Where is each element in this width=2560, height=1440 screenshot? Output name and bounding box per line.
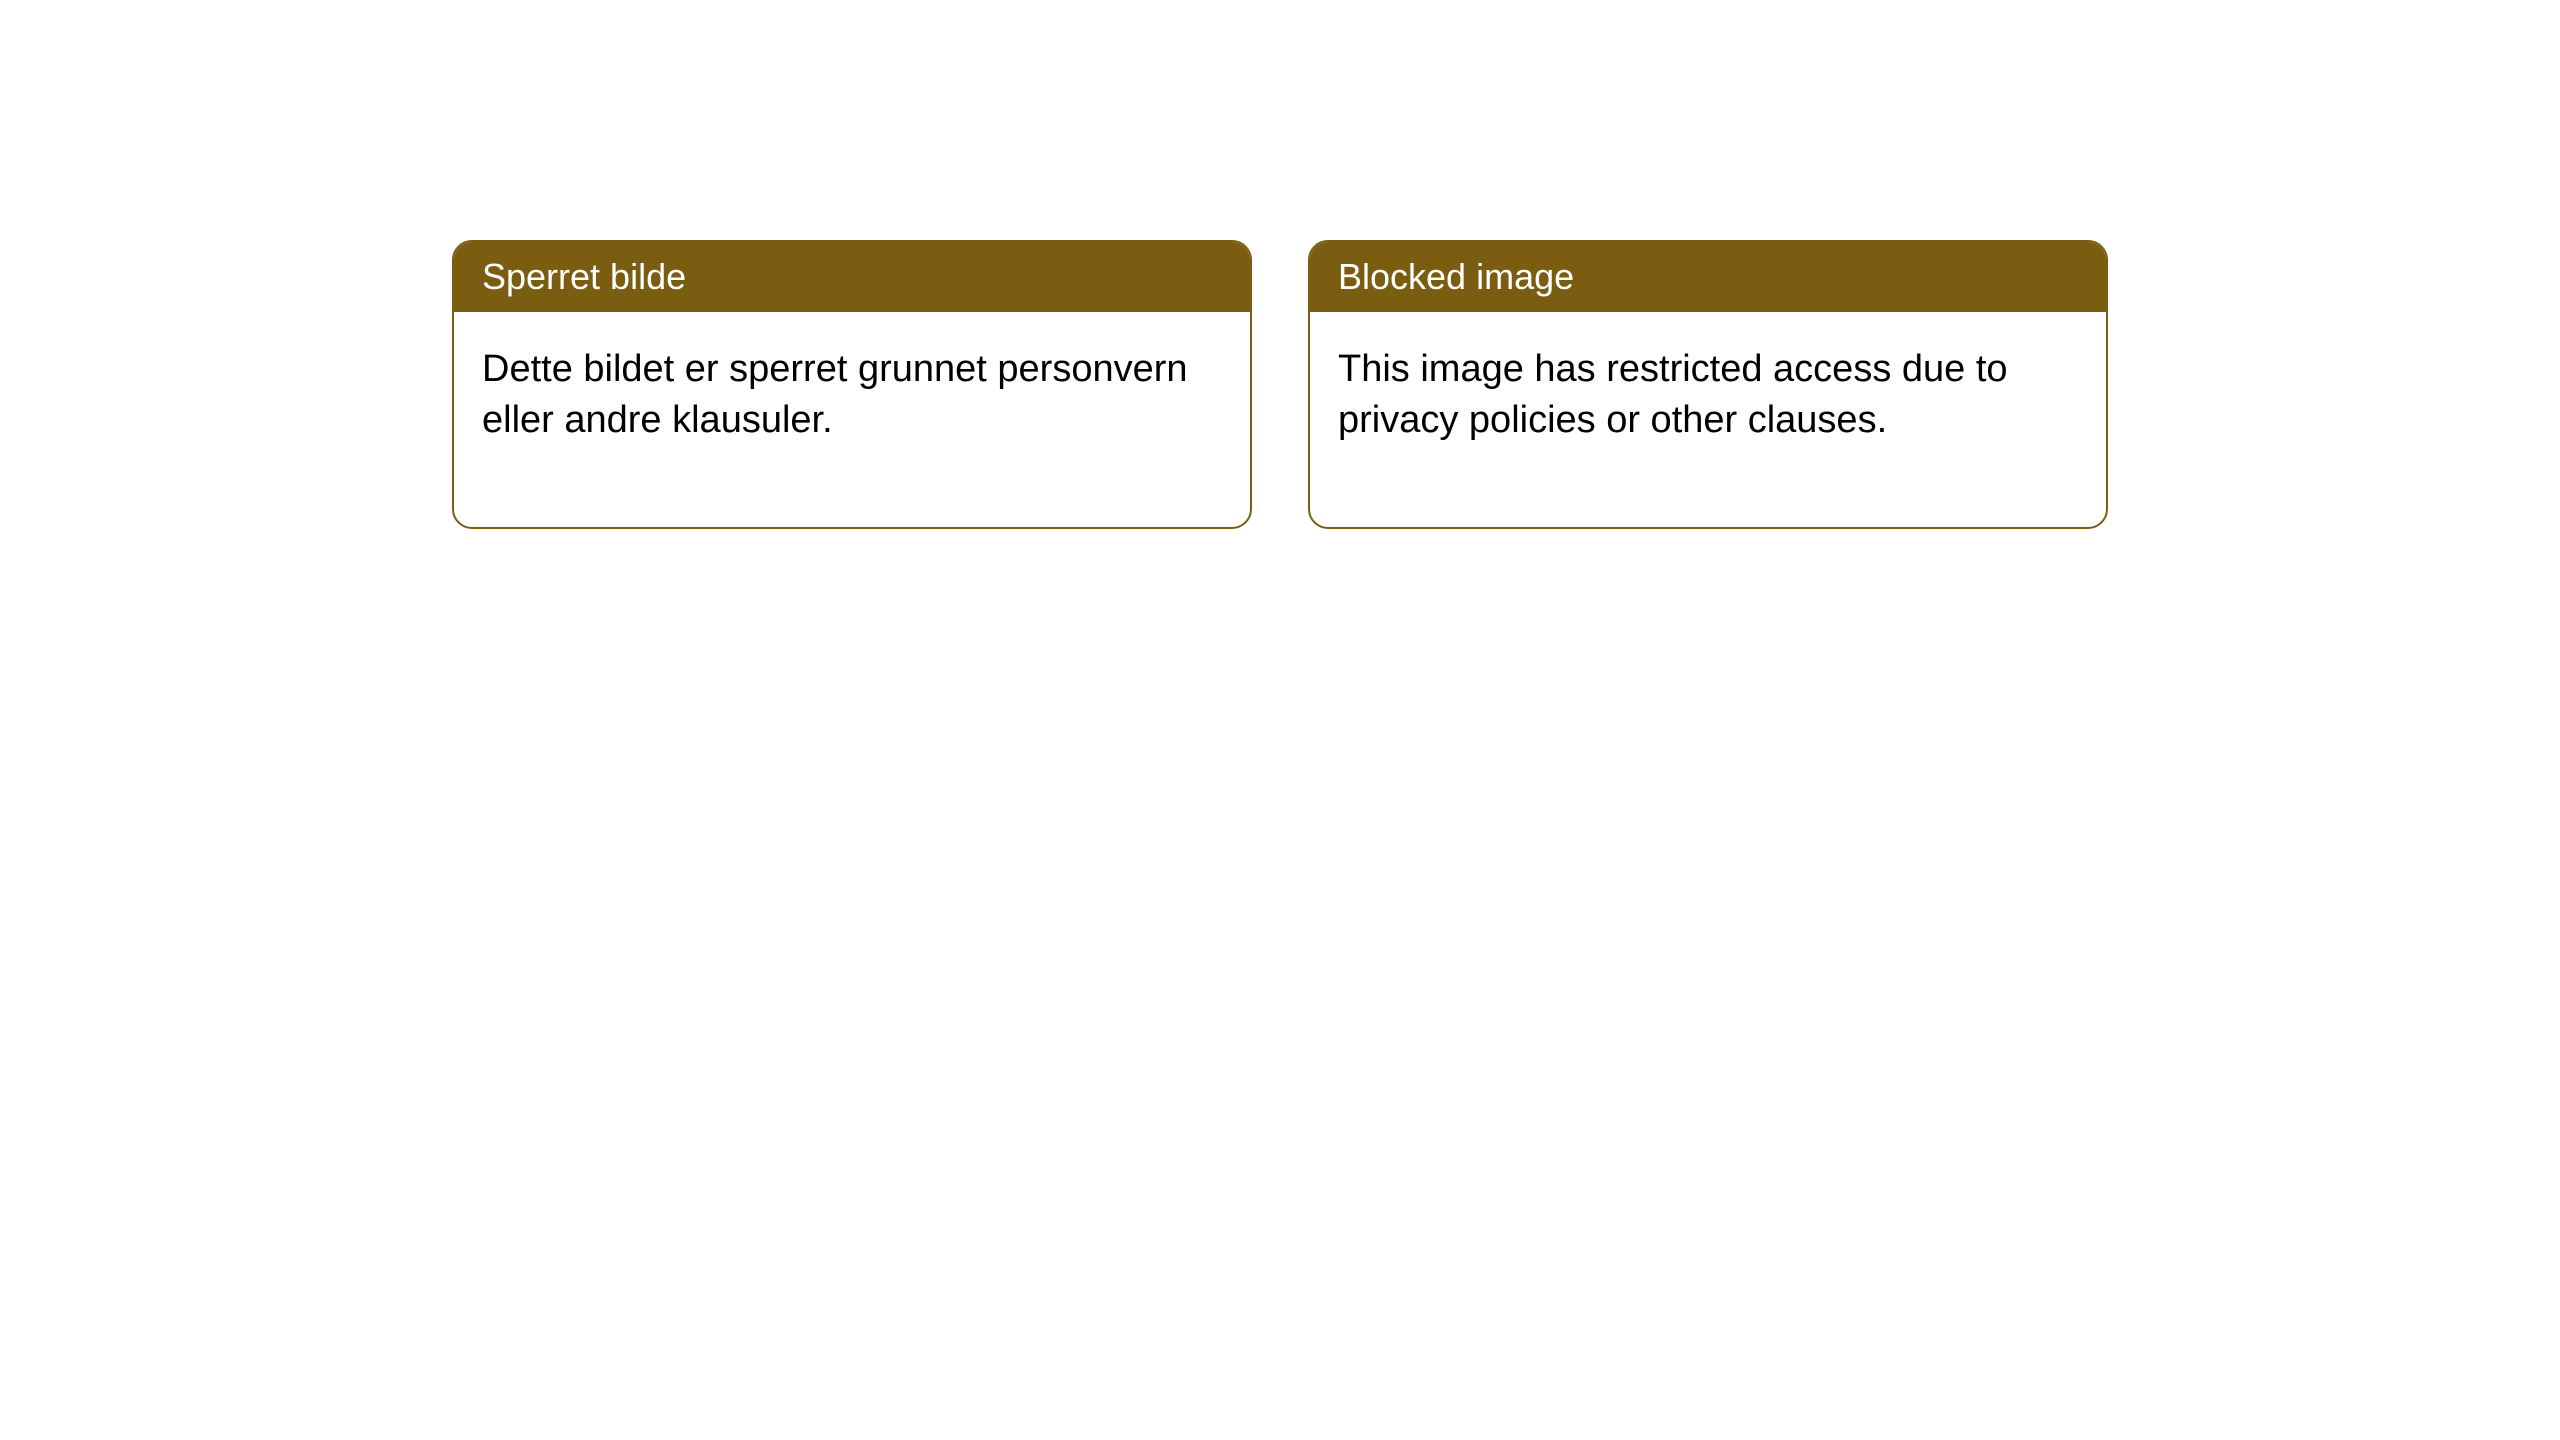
card-body-no: Dette bildet er sperret grunnet personve… [454,312,1250,527]
card-header-no: Sperret bilde [454,242,1250,312]
blocked-image-card-en: Blocked image This image has restricted … [1308,240,2108,529]
card-header-en: Blocked image [1310,242,2106,312]
cards-container: Sperret bilde Dette bildet er sperret gr… [0,240,2560,529]
blocked-image-card-no: Sperret bilde Dette bildet er sperret gr… [452,240,1252,529]
card-body-en: This image has restricted access due to … [1310,312,2106,527]
